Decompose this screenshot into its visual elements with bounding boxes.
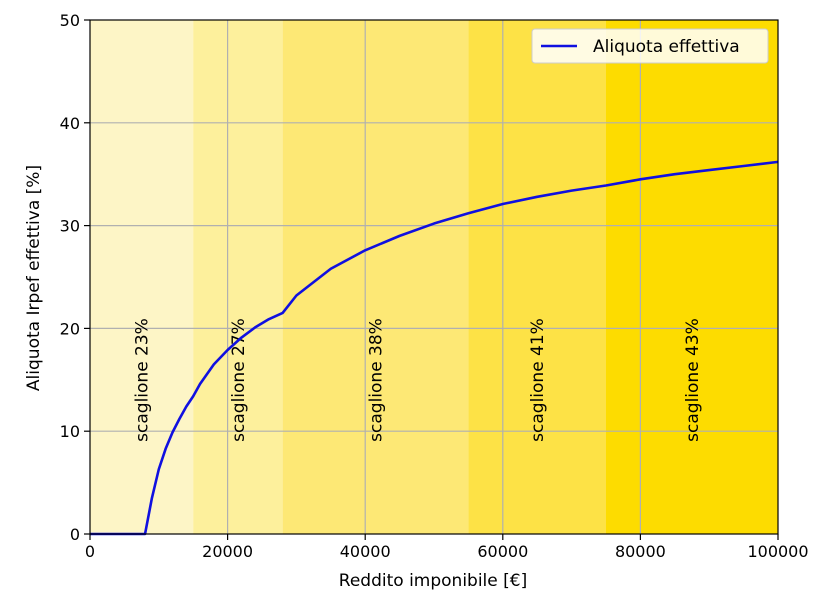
band-label-3: scaglione 41%	[528, 318, 548, 442]
legend-box	[531, 28, 769, 64]
y-tick-label-2: 20	[60, 319, 80, 338]
x-tick-label-4: 80000	[615, 542, 666, 561]
band-label-4: scaglione 43%	[683, 318, 703, 442]
x-tick-label-2: 40000	[340, 542, 391, 561]
y-tick-label-3: 30	[60, 217, 80, 236]
x-tick-label-1: 20000	[202, 542, 253, 561]
band-4	[606, 20, 778, 534]
legend-label: Aliquota effettiva	[593, 37, 740, 57]
y-tick-label-4: 40	[60, 114, 80, 133]
y-tick-label-0: 0	[70, 525, 80, 544]
band-1	[193, 20, 283, 534]
band-label-1: scaglione 27%	[229, 318, 249, 442]
x-tick-label-0: 0	[85, 542, 95, 561]
axes: 0 20000 40000 60000 80000 100000 0 10 20 30 40 50	[60, 11, 809, 561]
band-3	[468, 20, 606, 534]
tax-bracket-labels: scaglione 23% scaglione 27% scaglione 38% s…	[133, 318, 703, 442]
x-tick-label-3: 60000	[477, 542, 528, 561]
band-2	[282, 20, 469, 534]
band-label-0: scaglione 23%	[133, 318, 153, 442]
grid	[90, 20, 778, 534]
plot-frame	[89, 19, 779, 535]
legend: Aliquota effettiva	[531, 28, 769, 64]
y-tick-label-1: 10	[60, 422, 80, 441]
series	[89, 160, 779, 536]
band-label-2: scaglione 38%	[367, 318, 387, 442]
band-0	[90, 20, 194, 534]
x-axis-label: Reddito imponibile [€]	[339, 571, 527, 591]
tax-bracket-bands	[90, 20, 778, 534]
x-tick-label-5: 100000	[747, 542, 808, 561]
y-tick-label-5: 50	[60, 11, 80, 30]
y-axis-label: Aliquota Irpef effettiva [%]	[24, 165, 44, 391]
